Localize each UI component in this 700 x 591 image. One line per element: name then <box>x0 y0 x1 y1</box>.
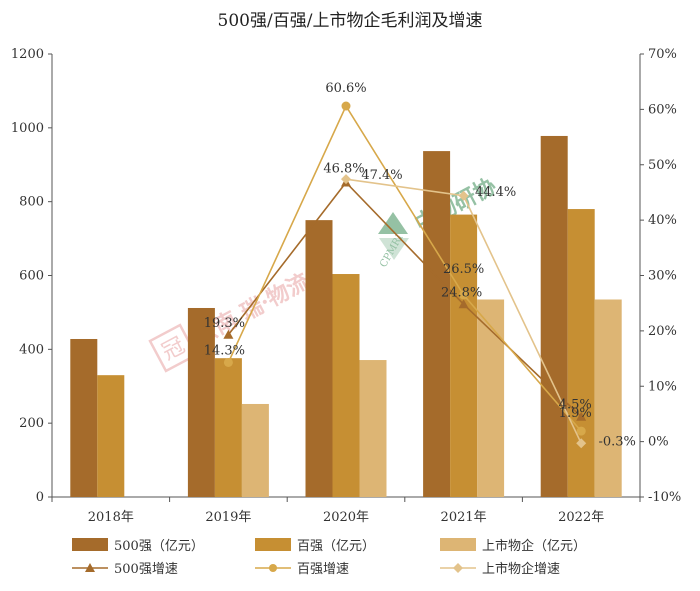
bar <box>423 151 451 498</box>
bar <box>567 209 595 498</box>
data-point <box>341 174 351 185</box>
data-point <box>223 357 233 367</box>
y-right-tick-label: 70% <box>648 47 677 62</box>
bar <box>594 299 622 497</box>
bar <box>70 338 98 497</box>
y-right-tick-label: 60% <box>648 102 677 117</box>
lines <box>223 101 587 449</box>
data-point <box>576 426 586 436</box>
bars <box>70 135 622 498</box>
data-label: 46.8% <box>323 161 364 176</box>
series-line <box>227 181 582 418</box>
y-right-tick-label: -10% <box>648 490 681 505</box>
y-left-tick-label: 800 <box>19 195 44 210</box>
data-point <box>458 299 469 309</box>
data-labels: 19.3% 46.8% 24.8% 4.5% 14.3% 60.6% 26.5% 1.9% 47… <box>204 81 636 449</box>
bar <box>359 360 387 497</box>
y-right-tick-label: 40% <box>648 213 677 228</box>
legend-marker <box>453 563 463 573</box>
watermark-cpmri-logo <box>378 212 409 260</box>
data-point <box>458 190 469 201</box>
y-right-tick-label: 30% <box>648 269 677 284</box>
bar <box>305 220 333 497</box>
data-label: 1.9% <box>559 406 592 421</box>
data-label: 44.4% <box>475 185 516 200</box>
x-tick-label: 2021年 <box>441 510 487 525</box>
legend-marker <box>85 563 95 572</box>
y-right-tick-label: 50% <box>648 158 677 173</box>
y-right-tick-label: 20% <box>648 324 677 339</box>
legend-marker <box>269 564 277 572</box>
axes: 0 200 400 600 800 1000 1200 -10% 0% 10% 20% 30% 40% 5… <box>11 47 681 525</box>
data-label: 60.6% <box>325 81 366 96</box>
bar <box>214 358 242 497</box>
chart-title: 500强/百强/上市物企毛利润及增速 <box>218 11 483 31</box>
data-point <box>459 290 469 300</box>
legend-swatch <box>440 538 476 551</box>
y-left-tick-label: 400 <box>19 342 44 357</box>
legend-label: 百强增速 <box>297 562 349 577</box>
data-point <box>341 101 351 111</box>
bar <box>477 299 505 497</box>
data-label: 4.5% <box>559 398 592 413</box>
x-tick-label: 2019年 <box>205 510 251 525</box>
data-label: -0.3% <box>598 434 635 449</box>
bar <box>540 135 568 497</box>
legend-swatch <box>255 538 291 551</box>
legend-swatch <box>72 538 108 551</box>
bar <box>332 274 360 497</box>
data-label: 19.3% <box>204 316 245 331</box>
x-tick-label: 2022年 <box>558 510 604 525</box>
x-tick-label: 2020年 <box>323 510 369 525</box>
x-tick-label: 2018年 <box>88 510 134 525</box>
y-left-tick-label: 0 <box>36 490 44 505</box>
data-point <box>223 329 234 339</box>
series-line <box>227 104 582 432</box>
y-right-tick-label: 10% <box>648 379 677 394</box>
y-left-tick-label: 1000 <box>11 121 44 136</box>
legend-label: 500强（亿元） <box>114 539 204 554</box>
data-label: 24.8% <box>441 285 482 300</box>
bar <box>97 375 125 497</box>
y-left-tick-label: 600 <box>19 269 44 284</box>
legend: 500强（亿元） 百强（亿元） 上市物企（亿元） 500强增速 百强增速 上市物企增速 <box>72 538 586 577</box>
y-left-tick-label: 1200 <box>11 47 44 62</box>
data-label: 14.3% <box>204 343 245 358</box>
bar <box>241 403 269 497</box>
legend-label: 上市物企增速 <box>482 561 560 577</box>
data-point <box>576 411 587 421</box>
data-label: 26.5% <box>443 262 484 277</box>
legend-label: 上市物企（亿元） <box>482 538 586 554</box>
data-point <box>576 438 587 449</box>
legend-label: 百强（亿元） <box>297 539 375 554</box>
data-label: 47.4% <box>361 168 402 183</box>
bar <box>187 307 215 497</box>
bar <box>450 214 478 497</box>
y-right-tick-label: 0% <box>648 435 669 450</box>
legend-label: 500强增速 <box>114 562 178 577</box>
y-left-tick-label: 200 <box>19 416 44 431</box>
